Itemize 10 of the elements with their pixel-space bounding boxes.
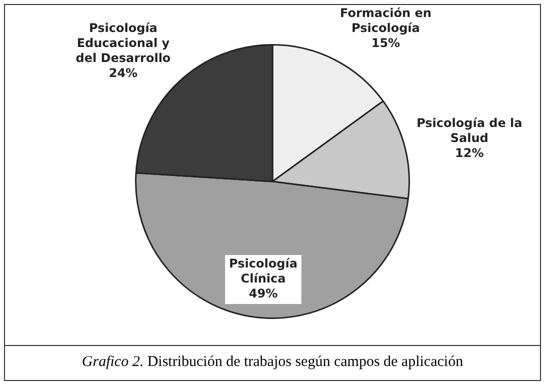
slice-label: Psicología de la Salud <box>416 116 522 146</box>
slice-label: Psicología Educacional y del Desarrollo <box>76 20 171 65</box>
data-label: 15% <box>371 36 400 50</box>
slice-label: Formación en Psicología <box>340 6 432 36</box>
data-label: 49% <box>248 286 278 301</box>
text: Distribución de trabajos según campos de aplicación <box>147 354 464 370</box>
data-label: 24% <box>108 66 138 80</box>
slice-label: Psicología Clínica <box>229 256 298 286</box>
text: Grafico 2. <box>82 354 144 370</box>
data-label: 12% <box>455 146 484 160</box>
